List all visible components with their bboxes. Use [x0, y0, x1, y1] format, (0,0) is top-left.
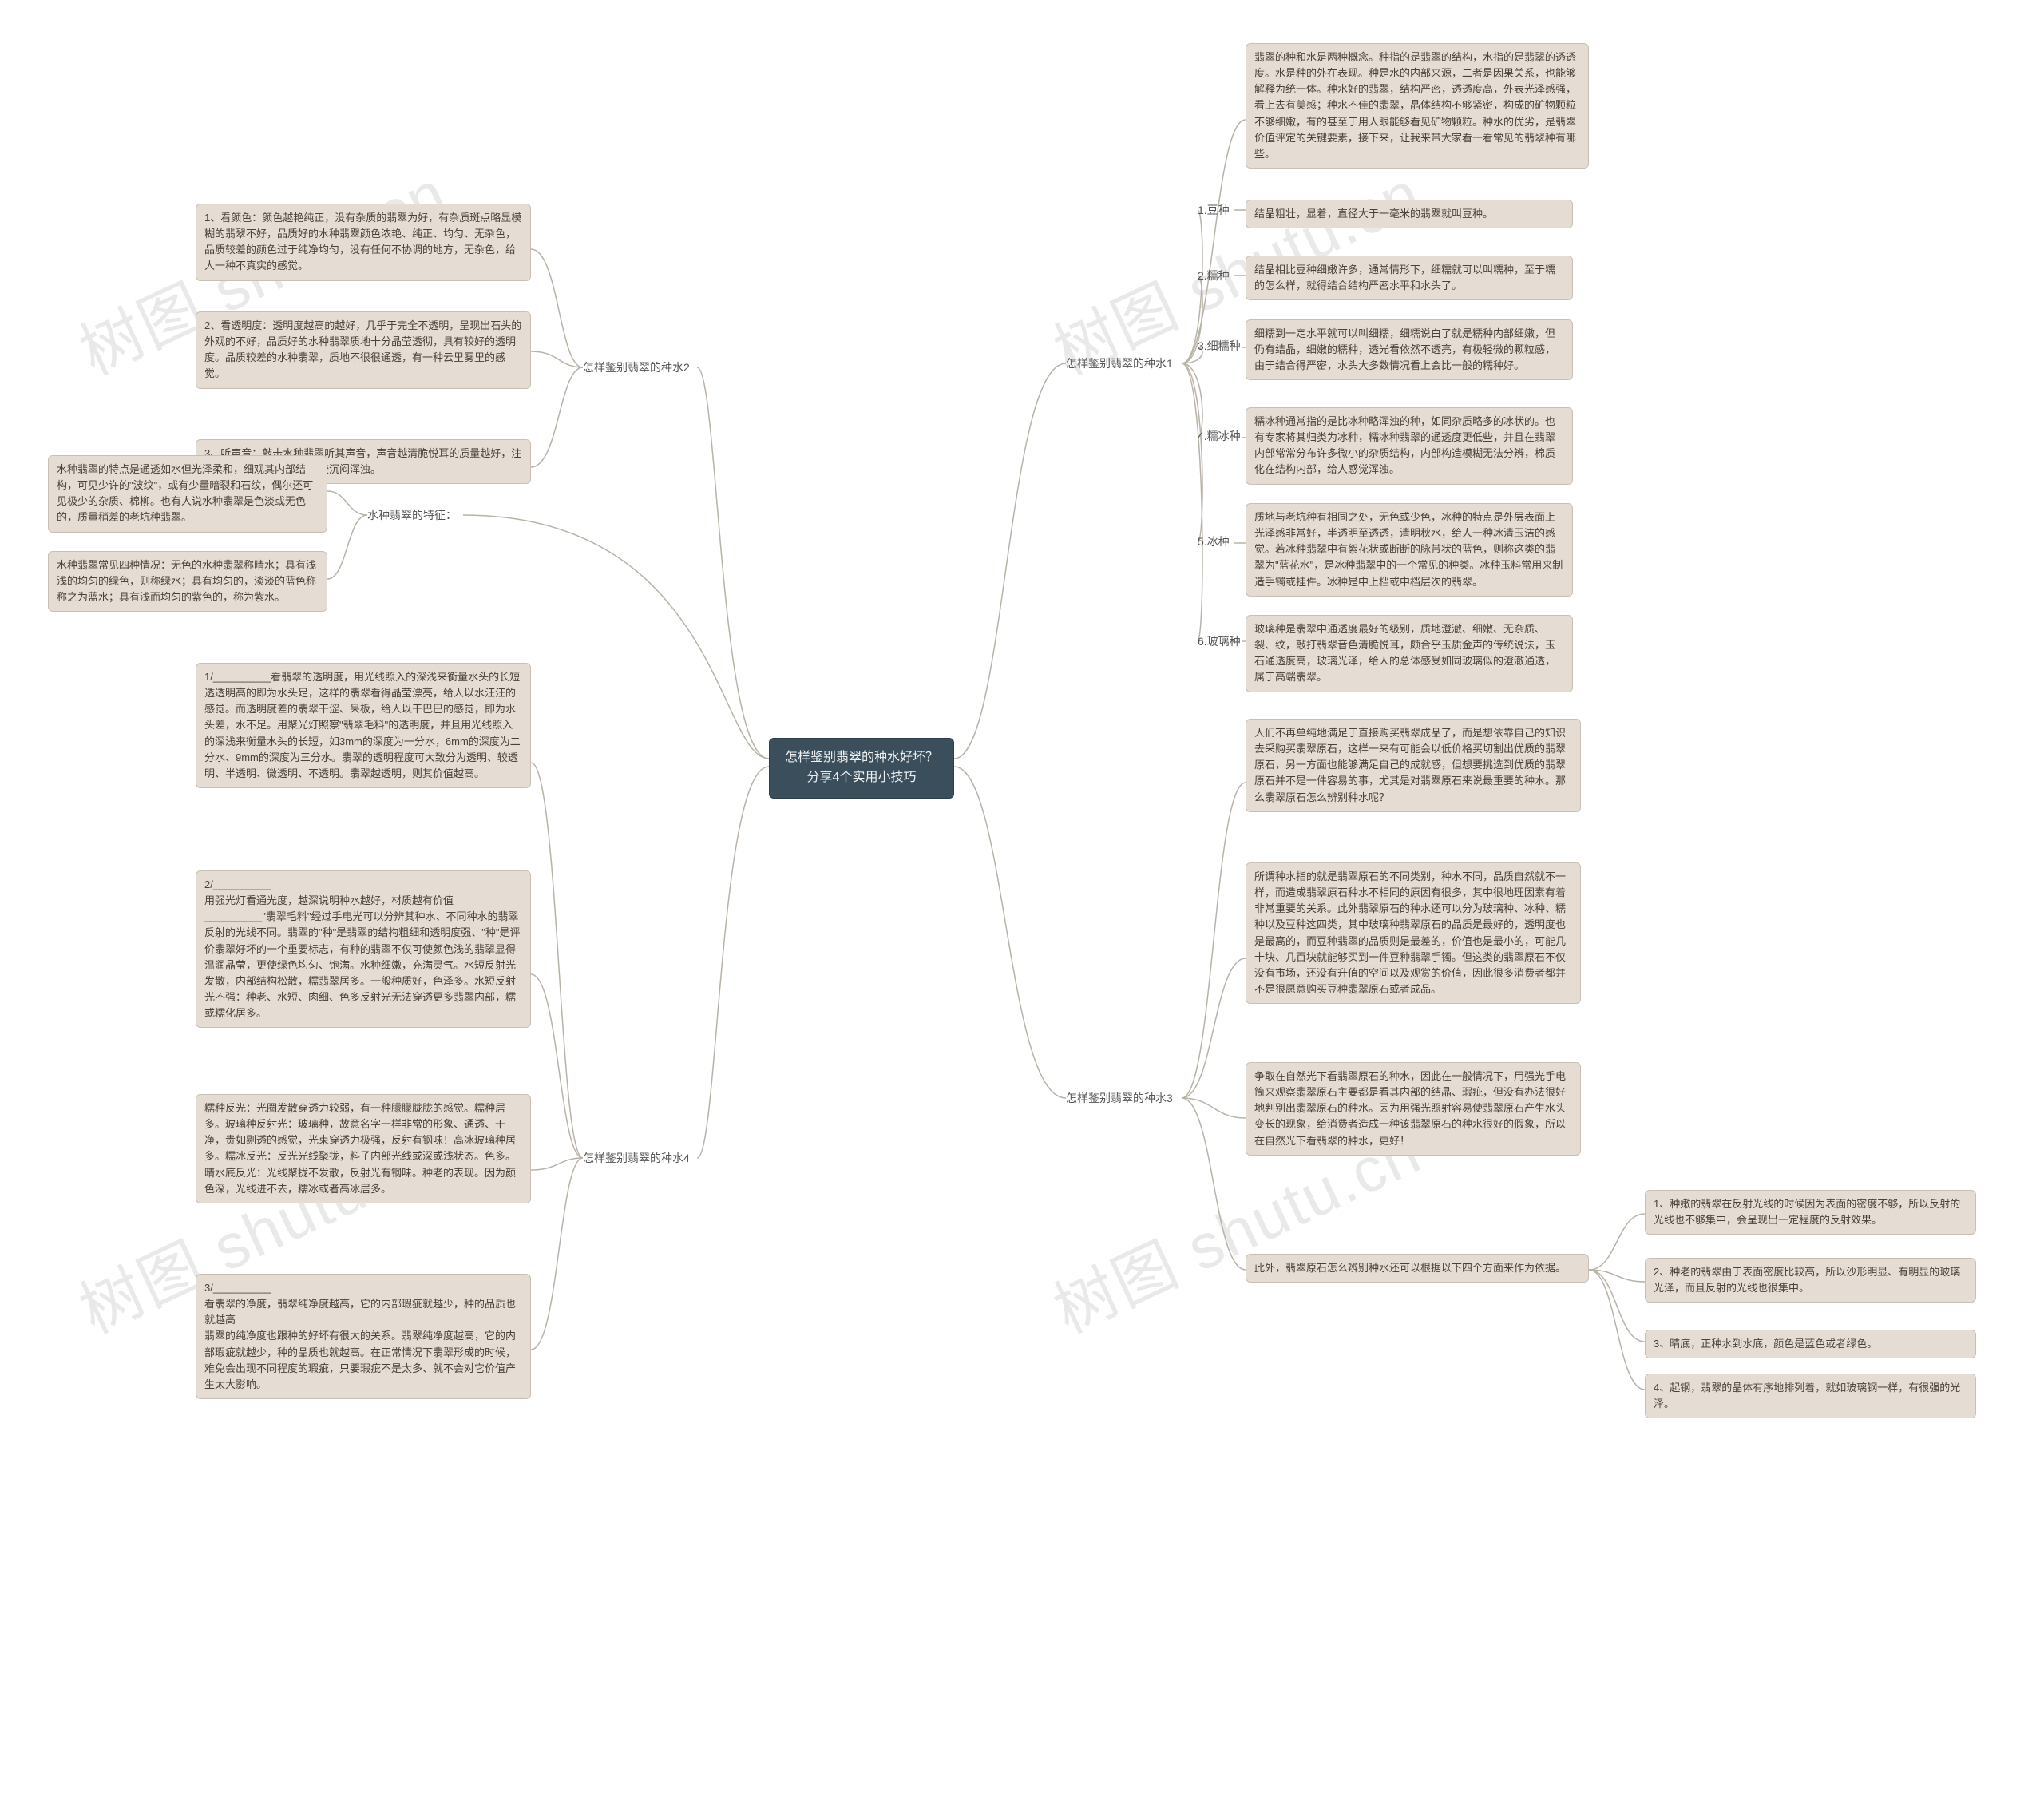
- leaf-node: 2、种老的翡翠由于表面密度比较高，所以沙形明显、有明显的玻璃光泽，而且反射的光线…: [1645, 1258, 1976, 1303]
- leaf-node: 3、晴底，正种水到水底，颜色是蓝色或者绿色。: [1645, 1330, 1976, 1358]
- leaf-node: 1、看颜色：颜色越艳纯正，没有杂质的翡翠为好，有杂质斑点略显模糊的翡翠不好，品质…: [196, 204, 531, 281]
- leaf-node: 3/__________ 看翡翠的净度，翡翠纯净度越高，它的内部瑕疵就越少，种的…: [196, 1274, 531, 1399]
- pre-label: 1.豆种: [1198, 202, 1230, 218]
- branch-label: 怎样鉴别翡翠的种水1: [1066, 355, 1173, 371]
- leaf-node: 2/__________ 用强光灯看通光度，越深说明种水越好，材质越有价值___…: [196, 870, 531, 1028]
- leaf-node: 糯冰种通常指的是比冰种略浑浊的种，如同杂质略多的冰状的。也有专家将其归类为冰种，…: [1246, 407, 1573, 485]
- leaf-node: 1、种嫩的翡翠在反射光线的时候因为表面的密度不够，所以反射的光线也不够集中，会呈…: [1645, 1190, 1976, 1235]
- leaf-node: 水种翡翠的特点是通透如水但光泽柔和，细观其内部结构，可见少许的"波纹"，或有少量…: [48, 455, 327, 533]
- branch-label: 水种翡翠的特征：: [367, 507, 457, 523]
- branch-label: 怎样鉴别翡翠的种水2: [583, 359, 690, 375]
- leaf-node: 2、看透明度：透明度越高的越好，几乎于完全不透明，呈现出石头的外观的不好，品质好…: [196, 311, 531, 389]
- leaf-node: 结晶粗壮，显着，直径大于一毫米的翡翠就叫豆种。: [1246, 200, 1573, 228]
- leaf-node: 细糯到一定水平就可以叫细糯，细糯说白了就是糯种内部细嫩，但仍有结晶，细嫩的糯种，…: [1246, 319, 1573, 380]
- leaf-node: 争取在自然光下看翡翠原石的种水，因此在一般情况下，用强光手电筒来观察翡翠原石主要…: [1246, 1062, 1581, 1156]
- pre-label: 6.玻璃种: [1198, 633, 1241, 649]
- leaf-node: 此外，翡翠原石怎么辨别种水还可以根据以下四个方面来作为依据。: [1246, 1254, 1589, 1283]
- leaf-node: 糯种反光：光圈发散穿透力较弱，有一种朦朦胧胧的感觉。糯种居多。玻璃种反射光：玻璃…: [196, 1094, 531, 1203]
- leaf-node: 所谓种水指的就是翡翠原石的不同类别，种水不同，品质自然就不一样，而造成翡翠原石种…: [1246, 862, 1581, 1004]
- pre-label: 2.糯种: [1198, 268, 1230, 284]
- pre-label: 3.细糯种: [1198, 338, 1241, 354]
- leaf-node: 人们不再单纯地满足于直接购买翡翠成品了，而是想依靠自己的知识去采购买翡翠原石，这…: [1246, 719, 1581, 812]
- pre-label: 4.糯冰种: [1198, 428, 1241, 444]
- leaf-node: 1/__________看翡翠的透明度，用光线照入的深浅来衡量水头的长短 透透明…: [196, 663, 531, 788]
- leaf-node: 结晶相比豆种细嫩许多，通常情形下，细糯就可以叫糯种，至于糯的怎么样，就得结合结构…: [1246, 256, 1573, 300]
- branch-label: 怎样鉴别翡翠的种水3: [1066, 1090, 1173, 1106]
- root-node: 怎样鉴别翡翠的种水好坏？分享4个实用小技巧: [769, 738, 954, 799]
- leaf-node: 质地与老坑种有相同之处，无色或少色，冰种的特点是外层表面上光泽感非常好，半透明至…: [1246, 503, 1573, 597]
- leaf-node: 水种翡翠常见四种情况：无色的水种翡翠称晴水；具有浅浅的均匀的绿色，则称绿水；具有…: [48, 551, 327, 612]
- leaf-node: 翡翠的种和水是两种概念。种指的是翡翠的结构，水指的是翡翠的透透度。水是种的外在表…: [1246, 43, 1589, 169]
- branch-label: 怎样鉴别翡翠的种水4: [583, 1150, 690, 1166]
- leaf-node: 玻璃种是翡翠中通透度最好的级别，质地澄澈、细嫩、无杂质、裂、纹，敲打翡翠音色清脆…: [1246, 615, 1573, 692]
- leaf-node: 4、起钢，翡翠的晶体有序地排列着，就如玻璃钢一样，有很强的光泽。: [1645, 1374, 1976, 1418]
- pre-label: 5.冰种: [1198, 533, 1230, 549]
